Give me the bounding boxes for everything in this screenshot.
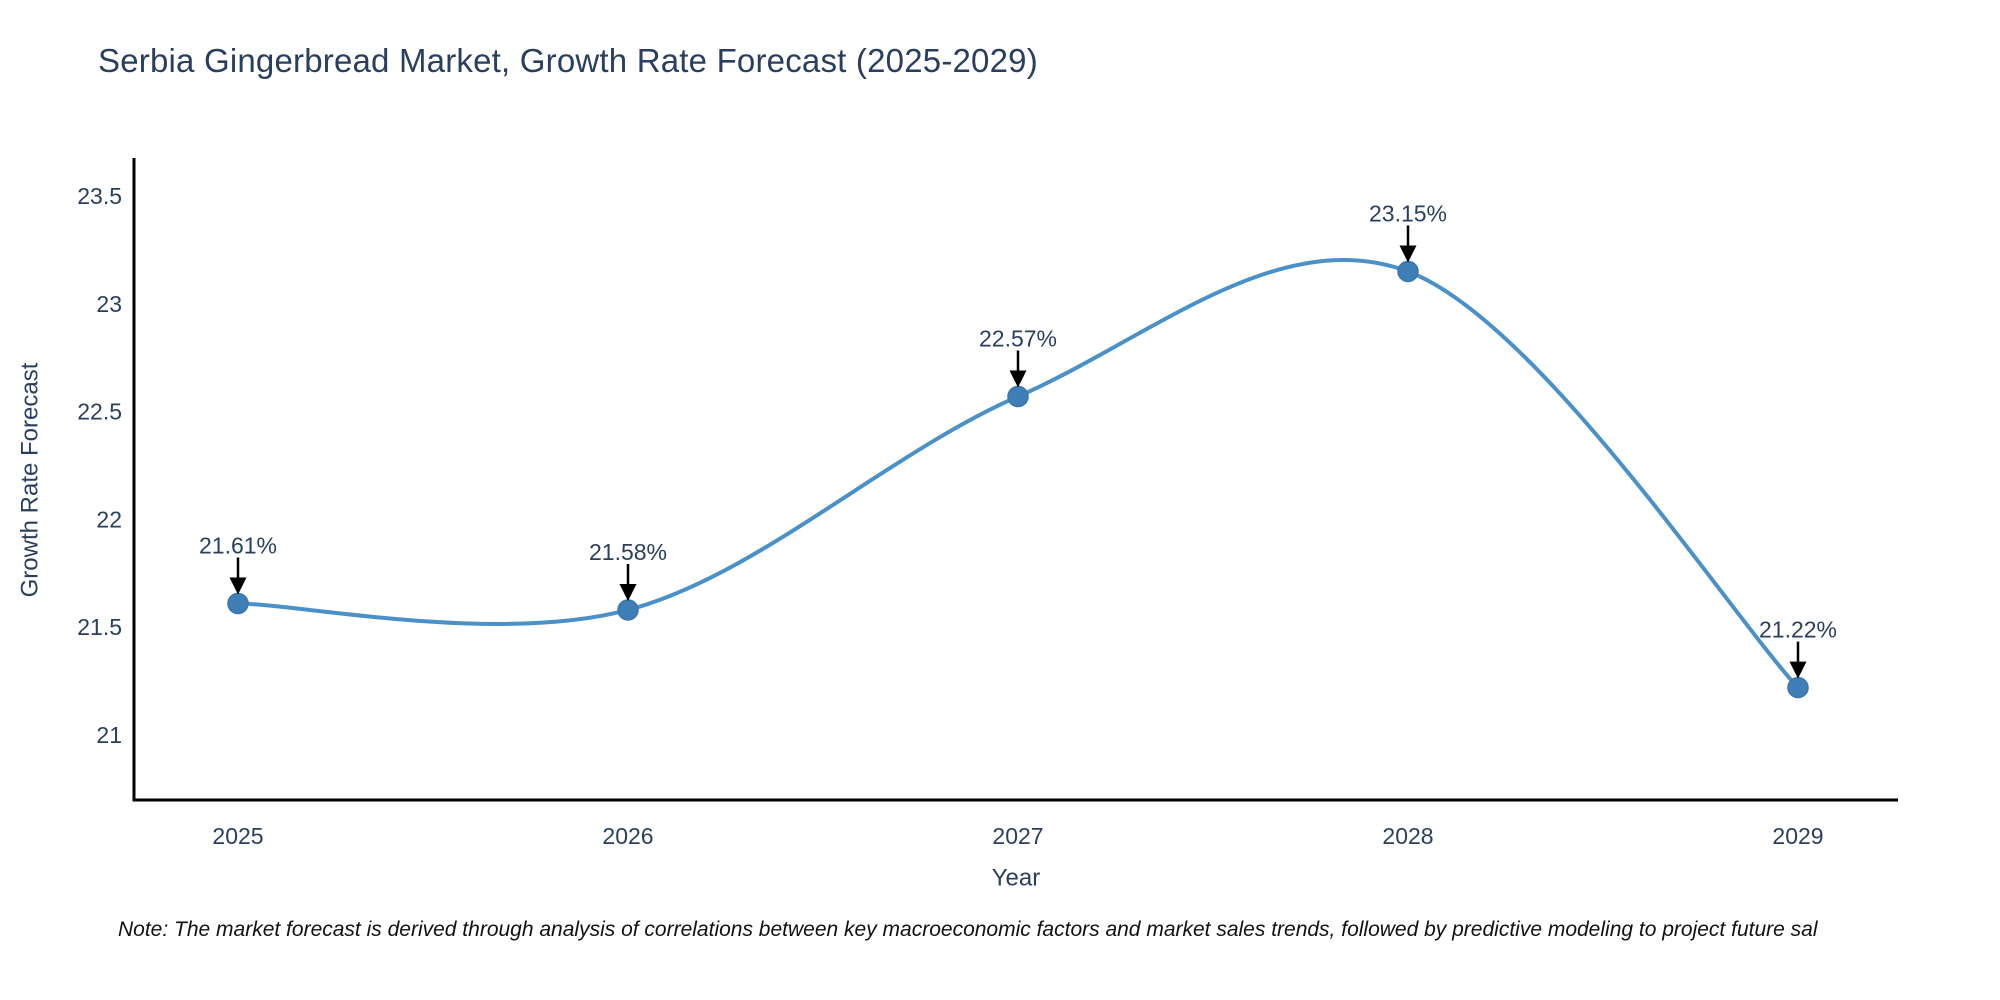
forecast-line [236, 258, 1800, 690]
x-axis-title: Year [992, 865, 1041, 892]
y-tick-label: 22.5 [77, 399, 122, 425]
data-point-marker [1787, 676, 1809, 699]
chart-title: Serbia Gingerbread Market, Growth Rate F… [98, 42, 1038, 79]
point-annotation: 23.15% [1369, 200, 1447, 226]
data-point-marker [617, 599, 639, 621]
data-point-marker [1397, 260, 1419, 283]
footnote: Note: The market forecast is derived thr… [118, 918, 1818, 941]
x-tick-label: 2028 [1382, 823, 1433, 849]
point-annotation: 21.58% [589, 539, 667, 565]
y-tick-label: 21.5 [77, 614, 122, 640]
y-axis-title: Growth Rate Forecast [17, 362, 44, 597]
y-tick-label: 23 [96, 291, 122, 317]
y-tick-label: 21 [96, 722, 122, 748]
y-tick-label: 23.5 [77, 183, 122, 209]
x-tick-label: 2025 [212, 823, 263, 849]
point-annotation: 21.61% [199, 532, 277, 558]
x-tick-label: 2027 [992, 823, 1043, 849]
annotation-arrowhead [1009, 370, 1027, 388]
data-point-marker [227, 592, 249, 615]
y-tick-label: 22 [96, 506, 122, 532]
annotation-arrowhead [1789, 661, 1807, 679]
data-point-marker [1007, 385, 1029, 408]
x-tick-label: 2029 [1772, 823, 1823, 849]
annotation-arrowhead [229, 577, 247, 595]
x-tick-label: 2026 [602, 823, 653, 849]
annotation-arrowhead [619, 583, 637, 601]
annotation-arrowhead [1399, 245, 1417, 263]
point-annotation: 22.57% [979, 326, 1057, 352]
point-annotation: 21.22% [1759, 617, 1837, 643]
